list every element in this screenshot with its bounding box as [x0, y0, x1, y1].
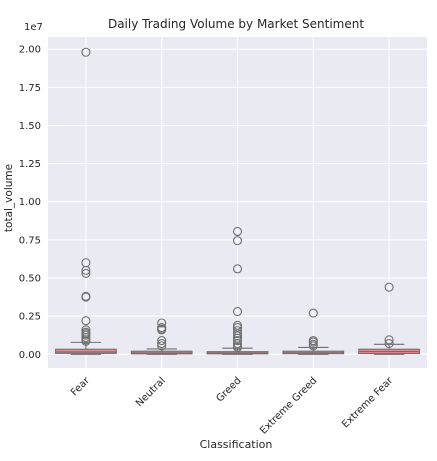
- y-tick-label: 1.50: [19, 121, 41, 132]
- x-tick-label: Fear: [69, 375, 93, 399]
- chart-title: Daily Trading Volume by Market Sentiment: [108, 17, 364, 31]
- y-tick-label: 0.25: [19, 312, 41, 323]
- y-tick-label: 1.25: [19, 159, 41, 170]
- x-tick-label: Neutral: [134, 375, 168, 409]
- x-tick-label: Greed: [214, 375, 243, 404]
- y-tick-label: 1.00: [19, 197, 41, 208]
- x-tick-label: Extreme Fear: [340, 375, 396, 431]
- x-tick-label: Extreme Greed: [258, 375, 319, 436]
- y-tick-label: 1.75: [19, 83, 41, 94]
- y-axis-scale-label: 1e7: [24, 22, 43, 33]
- box-iqr: [56, 349, 117, 353]
- y-tick-label: 0.75: [19, 235, 41, 246]
- y-tick-label: 2.00: [19, 45, 41, 56]
- y-axis-label: total_volume: [3, 164, 15, 232]
- y-tick-label: 0.50: [19, 274, 41, 285]
- x-axis-label: Classification: [200, 438, 273, 451]
- y-tick-label: 0.00: [19, 350, 41, 361]
